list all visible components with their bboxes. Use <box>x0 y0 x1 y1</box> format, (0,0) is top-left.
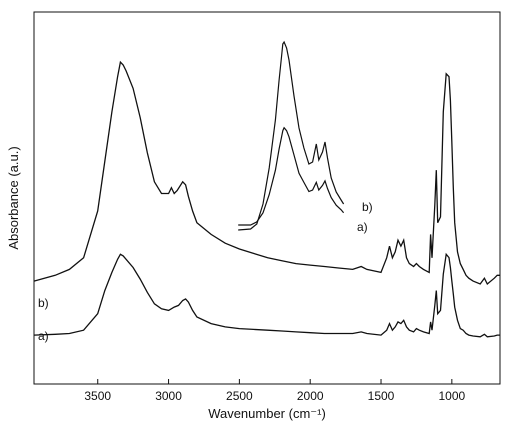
x-tick-label-3000: 3000 <box>155 389 182 403</box>
x-axis-ticks <box>97 379 453 384</box>
x-tick-label-2000: 2000 <box>297 389 324 403</box>
x-tick-label-3500: 3500 <box>84 389 111 403</box>
series-label-a: a) <box>38 329 49 343</box>
plot-area-frame <box>33 11 501 385</box>
x-axis-label: Wavenumber (cm⁻¹) <box>208 406 326 421</box>
inset-series-group <box>238 40 345 231</box>
x-tick-label-1500: 1500 <box>368 389 395 403</box>
y-axis-label: Absorbance (a.u.) <box>6 146 21 249</box>
main-series-group <box>33 60 500 338</box>
inset-spectrum-line-a <box>238 126 345 226</box>
inset-spectrum-line-b <box>238 40 345 231</box>
inset-series-label-a: a) <box>357 220 368 234</box>
spectrum-line-b <box>33 60 500 286</box>
series-label-b: b) <box>38 296 49 310</box>
inset-series-label-b: b) <box>362 200 373 214</box>
x-axis-tick-labels: 3500 3000 2500 2000 1500 1000 <box>84 389 465 403</box>
x-tick-label-2500: 2500 <box>226 389 253 403</box>
spectrum-line-a <box>33 252 500 338</box>
x-tick-label-1000: 1000 <box>438 389 465 403</box>
